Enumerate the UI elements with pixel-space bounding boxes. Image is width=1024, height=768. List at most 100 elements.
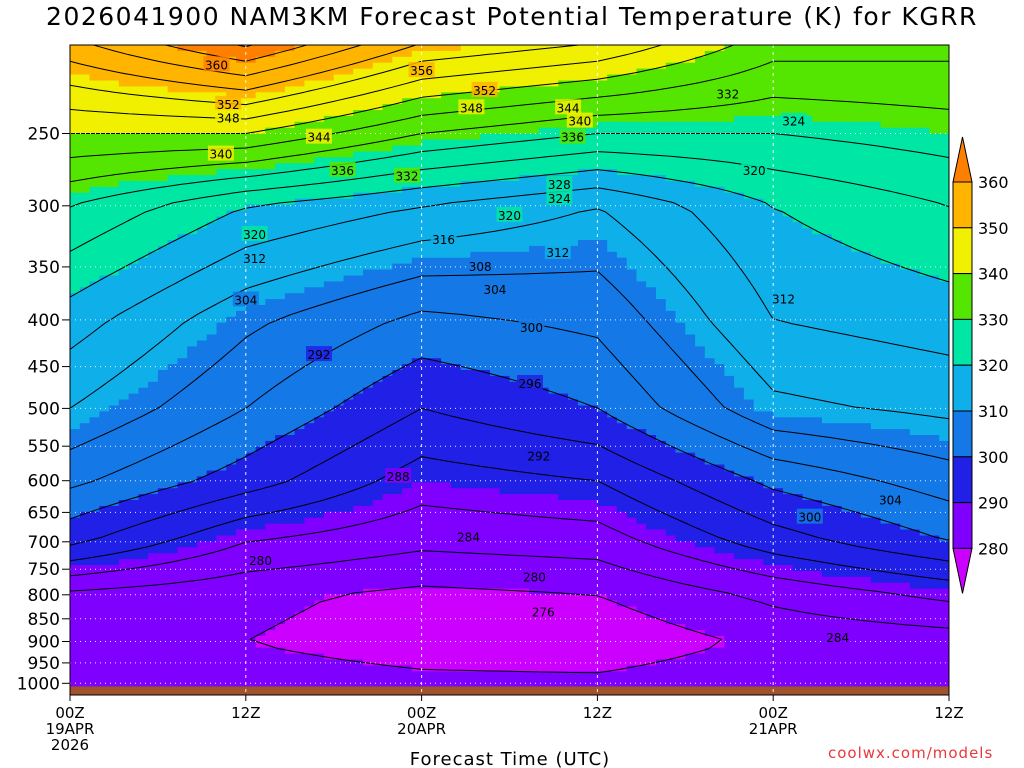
band-cell [363,352,374,359]
band-cell [333,98,345,105]
band-cell [70,464,81,471]
band-cell [382,482,393,489]
band-cell [255,281,266,288]
band-cell [421,535,432,542]
band-cell [216,417,227,424]
band-cell [79,133,91,141]
band-cell [206,269,218,276]
band-cell [99,157,110,164]
band-cell [343,257,354,265]
band-cell [450,635,462,643]
band-cell [411,269,423,276]
band-cell [392,653,403,661]
band-cell [470,618,481,625]
band-cell [402,364,413,371]
band-cell [177,287,188,294]
band-cell [411,328,423,336]
band-cell [157,180,169,188]
band-cell [245,411,257,418]
band-cell [109,576,120,584]
band-cell [118,588,130,596]
band-cell [177,429,188,436]
band-cell [421,576,432,584]
band-cell [177,358,188,365]
band-cell [480,500,491,507]
band-cell [382,570,393,578]
band-cell [255,375,266,383]
band-cell [431,110,442,117]
band-cell [304,458,315,466]
band-cell [294,570,305,578]
band-cell [128,222,139,229]
band-cell [255,80,266,87]
band-cell [421,352,432,359]
band-cell [411,234,423,241]
band-cell [450,541,462,548]
band-cell [99,435,110,442]
band-cell [167,606,179,613]
band-cell [421,358,432,365]
band-cell [109,500,120,507]
band-cell [236,74,247,81]
band-cell [480,653,491,661]
band-cell [70,110,81,117]
band-cell [167,659,179,666]
band-cell [314,322,325,330]
band-cell [284,417,296,424]
band-cell [226,677,237,684]
band-cell [226,647,237,655]
band-cell [177,293,188,300]
band-cell [197,240,208,247]
band-cell [490,234,501,241]
band-cell [411,405,423,412]
band-cell [333,74,345,81]
band-cell [343,175,354,182]
band-cell [89,600,100,607]
band-cell [245,145,257,152]
band-cell [450,411,462,418]
band-cell [343,358,354,365]
band-cell [118,204,130,211]
band-cell [441,281,452,288]
band-cell [275,358,286,365]
band-cell [275,541,286,548]
band-cell [275,393,286,401]
band-cell [392,440,403,448]
band-cell [79,50,91,58]
band-cell [275,482,286,489]
band-cell [450,429,462,436]
band-cell [470,624,481,631]
band-cell [79,98,91,105]
band-cell [138,216,149,223]
band-cell [275,257,286,265]
band-cell [109,494,120,501]
band-cell [99,104,110,111]
band-cell [177,588,188,596]
band-cell [265,429,276,436]
band-cell [284,293,296,300]
band-cell [411,334,423,341]
band-cell [79,62,91,70]
band-cell [226,198,237,206]
band-cell [99,169,110,176]
band-cell [128,435,139,442]
band-cell [460,375,472,383]
band-cell [392,210,403,217]
band-cell [333,346,345,353]
band-cell [206,399,218,406]
band-cell [382,618,393,625]
band-cell [177,210,188,217]
band-cell [363,151,374,158]
band-cell [450,121,462,129]
band-cell [460,62,472,70]
band-cell [157,92,169,99]
band-cell [216,665,227,672]
band-cell [363,523,374,531]
band-cell [402,440,413,448]
band-cell [314,541,325,548]
band-cell [353,659,364,666]
band-cell [450,210,462,217]
band-cell [167,641,179,649]
band-cell [275,115,286,123]
band-cell [421,310,432,318]
